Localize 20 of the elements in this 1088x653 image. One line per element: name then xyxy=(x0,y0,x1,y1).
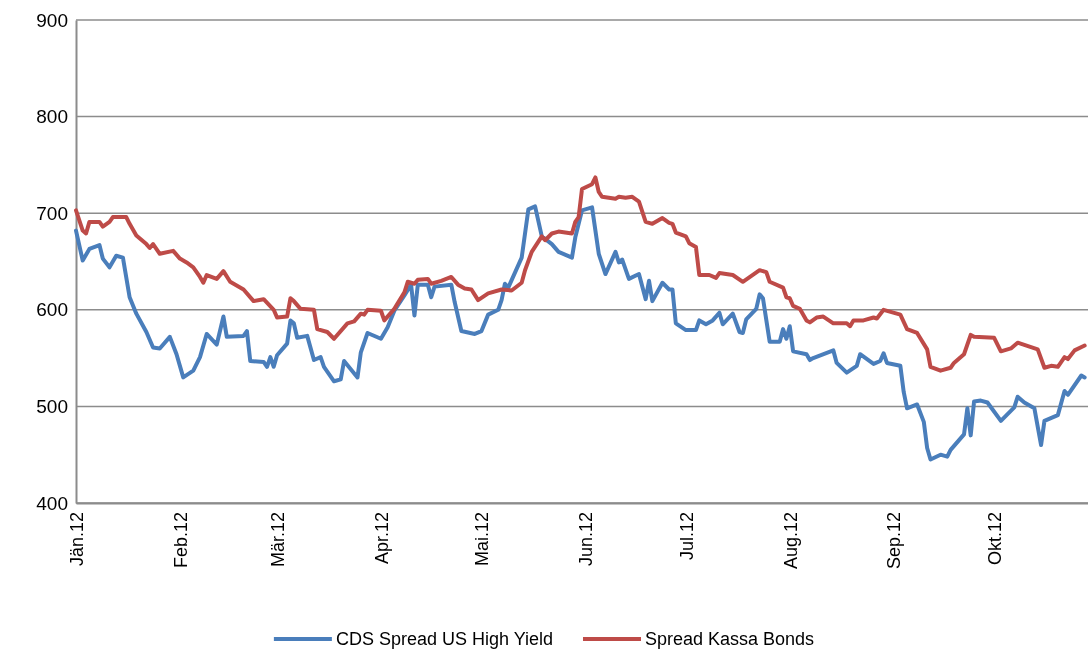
legend-label: CDS Spread US High Yield xyxy=(335,629,553,649)
y-tick-label: 800 xyxy=(36,106,68,128)
line-series xyxy=(74,175,1087,373)
x-tick-label: Jul.12 xyxy=(676,512,697,561)
y-tick-label: 700 xyxy=(36,202,68,224)
x-tick-label: Jun.12 xyxy=(576,512,597,567)
x-tick-label: Sep.12 xyxy=(884,512,905,570)
y-tick-label: 600 xyxy=(36,299,68,321)
y-tick-label: 500 xyxy=(36,395,68,417)
x-tick-label: Okt.12 xyxy=(984,512,1005,566)
x-tick-label: Feb.12 xyxy=(170,512,191,569)
legend-label: Spread Kassa Bonds xyxy=(644,629,815,649)
x-tick-label: Mai.12 xyxy=(472,512,493,567)
x-tick-label: Aug.12 xyxy=(780,512,801,570)
x-tick-label: Apr.12 xyxy=(371,512,392,565)
y-tick-label: 900 xyxy=(36,9,68,31)
line-series xyxy=(74,204,1087,462)
x-tick-label: Mär.12 xyxy=(267,512,288,568)
x-tick-label: Jän.12 xyxy=(66,512,87,567)
y-tick-label: 400 xyxy=(36,492,68,514)
